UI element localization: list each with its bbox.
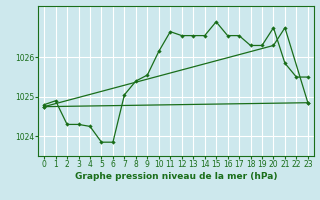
X-axis label: Graphe pression niveau de la mer (hPa): Graphe pression niveau de la mer (hPa) xyxy=(75,172,277,181)
